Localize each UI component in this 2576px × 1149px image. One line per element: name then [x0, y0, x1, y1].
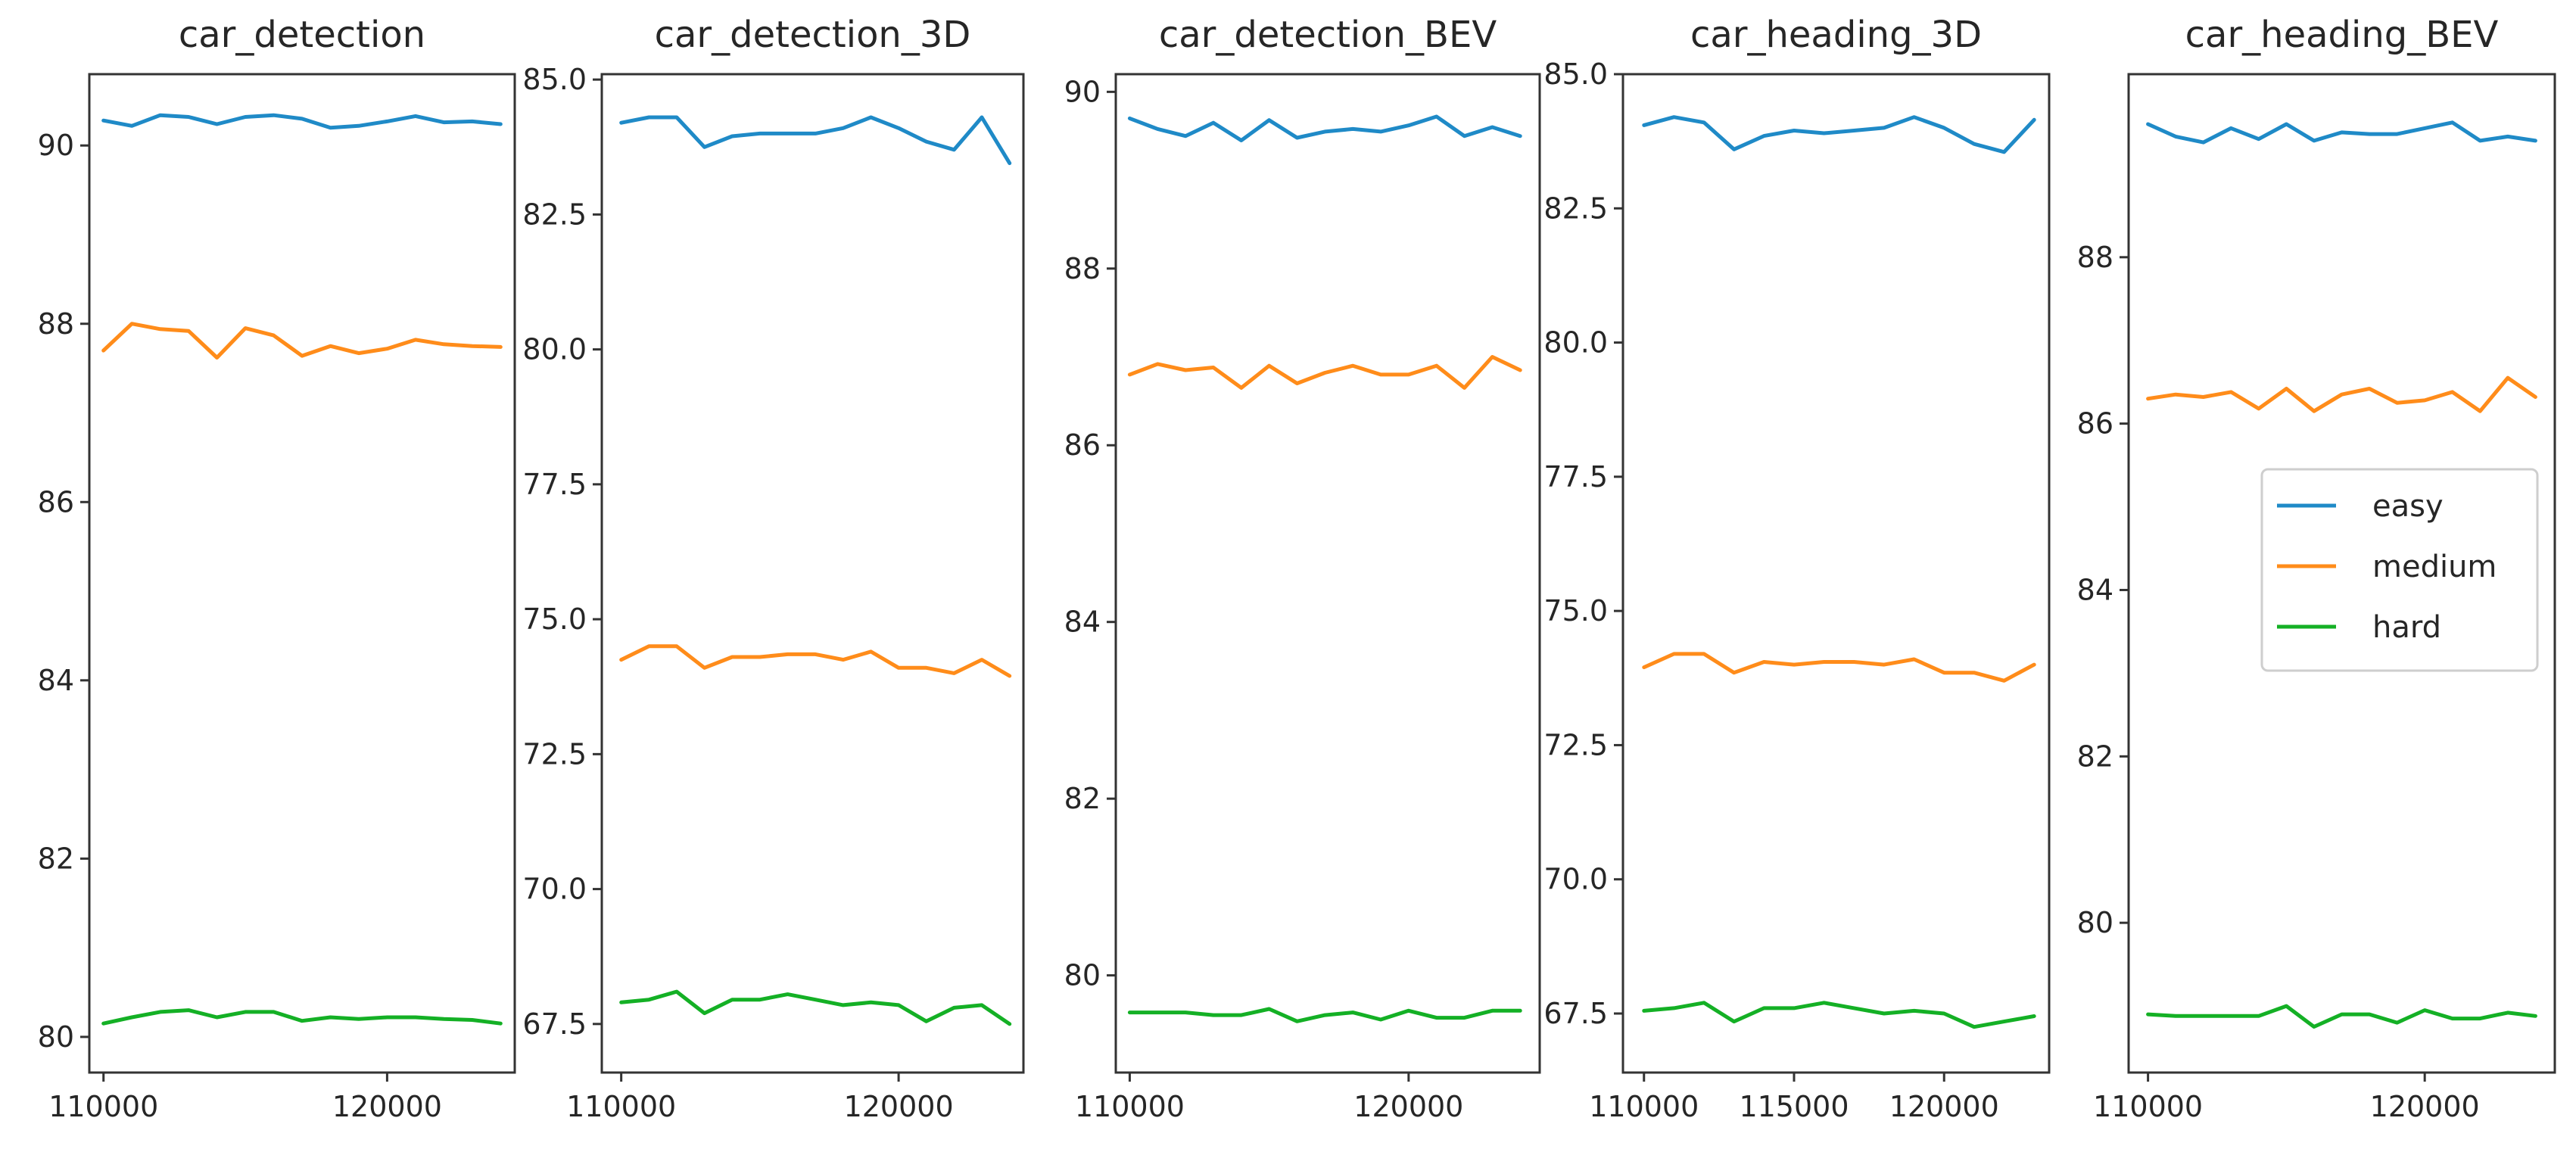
- series-line-hard: [101, 1008, 503, 1026]
- y-tick-label: 72.5: [1543, 728, 1608, 761]
- y-tick-label: 86: [38, 485, 74, 518]
- y-tick-label: 70.0: [1543, 863, 1608, 896]
- panel-title: car_detection_BEV: [1159, 14, 1497, 56]
- x-tick-label: 110000: [1589, 1090, 1699, 1123]
- y-tick-label: 80: [1064, 959, 1101, 992]
- legend-label-easy: easy: [2372, 489, 2444, 524]
- legend-label-hard: hard: [2372, 610, 2441, 645]
- y-tick-label: 77.5: [1543, 460, 1608, 494]
- panel-car-detection-BEV: car_detection_BEV 80 82 84 86 88 90 110000 12000…: [1064, 14, 1541, 1123]
- x-tick-label: 120000: [1353, 1090, 1463, 1123]
- y-tick-label: 82.5: [522, 198, 587, 231]
- x-tick-label: 115000: [1739, 1090, 1849, 1123]
- y-tick-label: 67.5: [522, 1007, 587, 1041]
- series-line-easy: [619, 115, 1012, 166]
- y-tick-label: 88: [1064, 252, 1101, 285]
- y-tick-label: 82: [2077, 740, 2113, 773]
- panel-car-heading-3D: car_heading_3D 67.5 70.0 72.5 75.0 77.5 80.0 82…: [1543, 14, 2051, 1123]
- axes-frame: [1114, 73, 1541, 1074]
- series-line-easy: [1127, 114, 1522, 142]
- x-tick-label: 120000: [844, 1090, 954, 1123]
- axes-frame: [1621, 73, 2051, 1074]
- y-tick-label: 75.0: [522, 603, 587, 636]
- panel-title: car_detection: [179, 14, 425, 56]
- legend-label-medium: medium: [2372, 550, 2497, 584]
- series-line-hard: [619, 989, 1012, 1026]
- legend: easy medium hard: [2260, 468, 2539, 672]
- axes-frame: [600, 73, 1025, 1074]
- series-line-easy: [2146, 120, 2537, 145]
- legend-box: [2260, 468, 2539, 672]
- panel-car-heading-BEV: car_heading_BEV 80 82 84 86 88 110000 120000: [2077, 14, 2556, 1123]
- y-tick-label: 77.5: [522, 468, 587, 501]
- y-tick-label: 75.0: [1543, 594, 1608, 627]
- panel-title: car_heading_3D: [1690, 14, 1982, 56]
- axes-frame: [2127, 73, 2556, 1074]
- x-tick-label: 110000: [48, 1090, 158, 1123]
- y-tick-label: 67.5: [1543, 997, 1608, 1030]
- y-tick-label: 90: [38, 129, 74, 162]
- y-tick-label: 80.0: [522, 333, 587, 366]
- y-tick-label: 85.0: [522, 63, 587, 96]
- y-tick-label: 84: [2077, 573, 2113, 606]
- y-tick-label: 80: [38, 1020, 74, 1054]
- series-line-medium: [1127, 355, 1522, 390]
- x-tick-label: 120000: [332, 1090, 442, 1123]
- panel-car-detection: car_detection 80 82 84 86 88 90 110000 120000: [38, 14, 516, 1123]
- series-line-hard: [1642, 1001, 2036, 1029]
- x-tick-label: 110000: [566, 1090, 676, 1123]
- series-line-hard: [2146, 1004, 2537, 1029]
- y-tick-label: 82: [1064, 782, 1101, 815]
- y-tick-label: 80: [2077, 906, 2113, 939]
- x-tick-label: 110000: [1075, 1090, 1185, 1123]
- y-tick-label: 88: [2077, 241, 2113, 274]
- x-tick-label: 120000: [1889, 1090, 1999, 1123]
- series-line-easy: [1642, 115, 2036, 154]
- y-tick-label: 84: [1064, 606, 1101, 639]
- series-line-medium: [1642, 652, 2036, 683]
- y-tick-label: 80.0: [1543, 326, 1608, 360]
- y-tick-label: 86: [2077, 407, 2113, 441]
- panel-title: car_detection_3D: [655, 14, 971, 56]
- y-tick-label: 88: [38, 307, 74, 341]
- y-tick-label: 82.5: [1543, 192, 1608, 225]
- y-tick-label: 72.5: [522, 737, 587, 771]
- x-tick-label: 110000: [2093, 1090, 2203, 1123]
- y-tick-label: 70.0: [522, 873, 587, 906]
- y-tick-label: 82: [38, 842, 74, 875]
- series-line-medium: [619, 644, 1012, 678]
- series-line-medium: [2146, 375, 2537, 413]
- series-line-easy: [101, 113, 503, 130]
- axes-frame: [88, 73, 516, 1074]
- series-line-hard: [1127, 1007, 1522, 1023]
- y-tick-label: 84: [38, 664, 74, 697]
- series-line-medium: [101, 322, 503, 360]
- y-tick-label: 90: [1064, 75, 1101, 108]
- y-tick-label: 85.0: [1543, 58, 1608, 91]
- x-tick-label: 120000: [2370, 1090, 2480, 1123]
- y-tick-label: 86: [1064, 428, 1101, 462]
- panel-car-detection-3D: car_detection_3D 67.5 70.0 72.5 75.0 77.5 80.0…: [522, 14, 1025, 1123]
- panel-title: car_heading_BEV: [2185, 14, 2499, 56]
